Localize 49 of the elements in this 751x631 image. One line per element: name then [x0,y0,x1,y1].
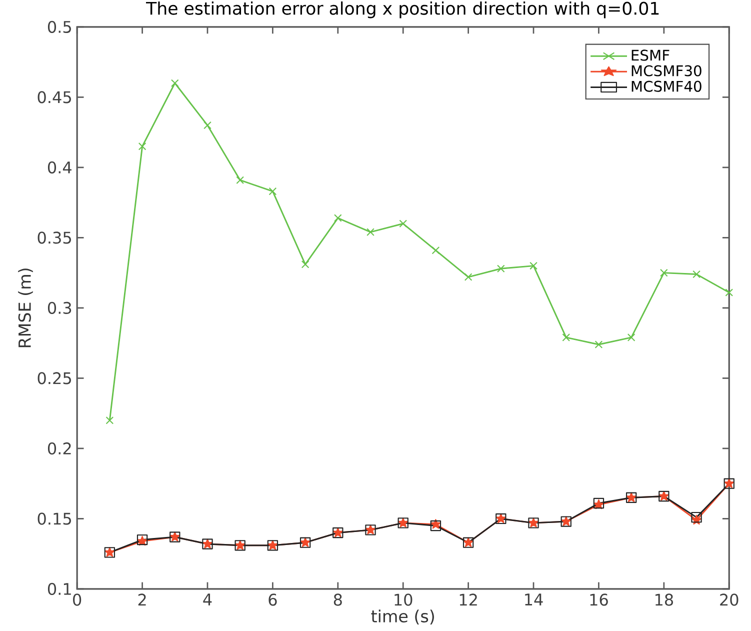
point [627,334,636,342]
x-tick-label: 14 [525,594,543,606]
point [660,268,668,277]
point [268,187,277,196]
point [399,220,408,228]
x-tick-label: 2 [138,594,146,606]
x-tick-label: 20 [720,594,738,606]
point [725,288,734,296]
point [691,512,702,523]
x-tick-label: 16 [590,594,608,606]
point [432,246,440,254]
point [562,334,570,342]
y-tick-label: 0.2 [48,442,71,455]
point [334,214,342,222]
point [106,416,114,424]
point [236,176,244,184]
y-tick-label: 0.3 [48,302,72,314]
y-axis-title: RMSE (m) [18,268,33,348]
point [366,228,374,236]
x-tick-label: 6 [268,594,277,606]
legend-label: MCSMF40 [632,80,702,92]
point [430,520,442,532]
point [496,264,505,273]
x-tick-label: 12 [460,594,477,606]
y-tick-label: 0.4 [48,161,72,174]
x-axis-title: time (s) [371,610,434,624]
point [430,519,441,529]
legend-label: ESMF [632,50,670,61]
x-tick-label: 10 [394,594,412,606]
point [170,79,179,88]
point [138,142,146,150]
y-tick-label: 0.45 [38,91,71,104]
legend-label: MCSMF30 [632,65,702,76]
x-tick-label: 18 [656,594,673,606]
point [301,260,310,268]
y-tick-label: 0.1 [48,582,71,596]
point [204,121,212,130]
y-tick-label: 0.15 [38,512,71,525]
x-tick-label: 4 [203,594,212,606]
point [530,262,538,270]
x-tick-label: 0 [73,594,82,606]
chart-title: The estimation error along x position direction with q=0.01 [146,1,659,18]
y-tick-label: 0.25 [38,372,71,384]
x-tick-label: 8 [334,594,342,606]
point [464,273,472,281]
point [692,270,700,278]
y-tick-label: 0.5 [48,20,71,33]
y-tick-label: 0.35 [38,232,71,244]
point [594,340,603,348]
